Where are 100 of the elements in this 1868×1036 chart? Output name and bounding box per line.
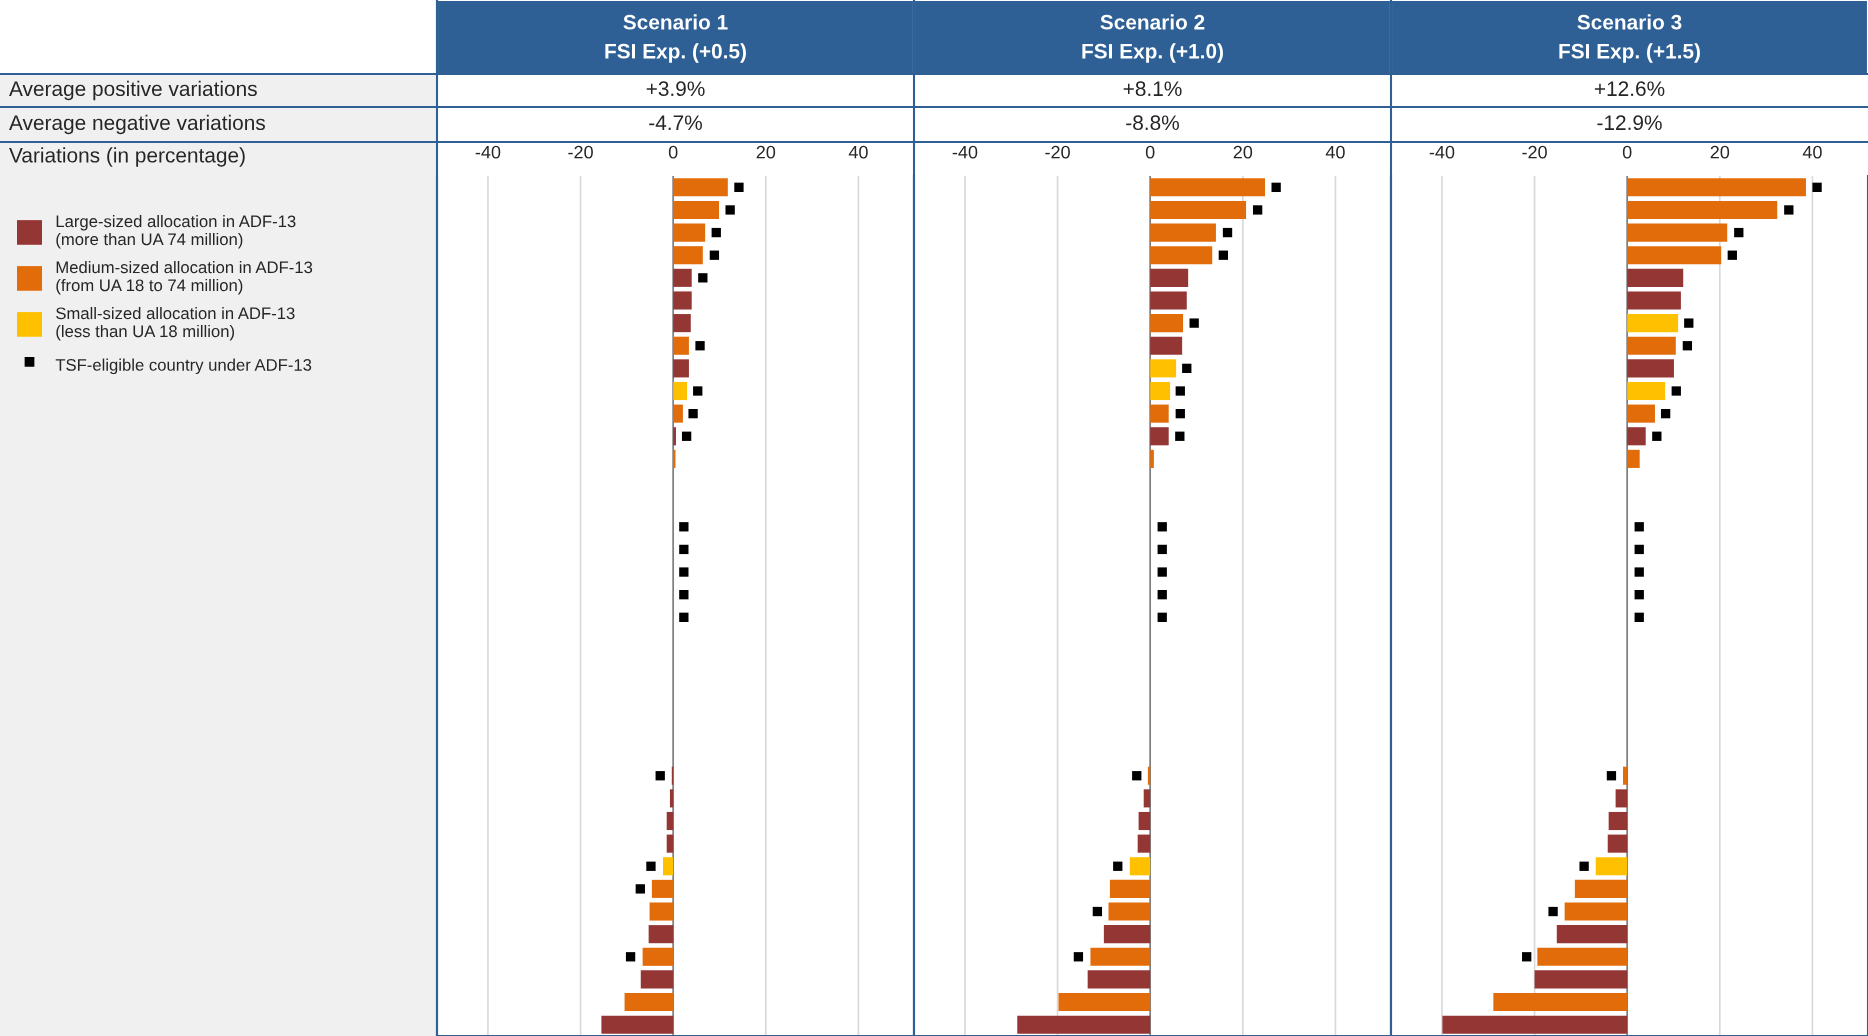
bar <box>1143 789 1151 808</box>
x-tick-label: -40 <box>475 145 501 159</box>
bar <box>669 789 674 808</box>
point <box>688 408 698 419</box>
point <box>1579 861 1589 871</box>
bar <box>673 291 692 310</box>
bar <box>1150 268 1189 287</box>
text: Average negative variations <box>9 114 265 135</box>
bar <box>1627 178 1806 197</box>
point <box>1218 250 1229 260</box>
point <box>1157 590 1167 600</box>
point <box>679 544 689 555</box>
point <box>1271 182 1281 192</box>
point <box>1157 544 1167 555</box>
point <box>1175 408 1185 419</box>
bar <box>1537 947 1628 966</box>
legend-label: TSF-eligible country under ADF-13 <box>55 358 312 375</box>
bar <box>1627 359 1674 378</box>
point <box>1157 567 1167 577</box>
bar <box>1150 381 1171 401</box>
bar <box>1150 223 1216 242</box>
x-tick-label: -40 <box>1429 145 1455 159</box>
point <box>693 386 703 396</box>
point <box>655 771 665 781</box>
point <box>698 273 708 283</box>
point <box>1222 227 1233 238</box>
bar <box>1564 902 1628 921</box>
bar <box>1138 811 1151 831</box>
chart-title: Scenario 2 <box>1100 14 1205 30</box>
x-tick-label: -20 <box>568 145 593 159</box>
point <box>1113 861 1123 871</box>
bar <box>1108 902 1151 921</box>
point <box>1606 771 1617 781</box>
bar <box>651 879 674 898</box>
bar <box>1615 789 1628 808</box>
point <box>1727 250 1737 260</box>
chart-subtitle: FSI Exp. (+1.5) <box>1559 43 1700 63</box>
bar <box>666 811 674 831</box>
x-tick-label: 20 <box>1710 145 1730 159</box>
point <box>1132 771 1142 781</box>
point <box>1548 906 1558 917</box>
x-tick-label: 20 <box>1233 145 1253 159</box>
chart-title: Scenario 1 <box>623 14 728 30</box>
bar <box>1627 268 1684 287</box>
x-tick-label: 0 <box>1145 145 1155 159</box>
bar <box>1017 1015 1151 1034</box>
point <box>1634 522 1644 532</box>
point <box>679 567 689 577</box>
bar <box>673 223 706 242</box>
bar <box>1627 381 1666 401</box>
bar <box>673 178 728 197</box>
bar <box>1109 879 1151 898</box>
bar <box>663 857 674 876</box>
chart-subtitle: FSI Exp. (+1.0) <box>1082 43 1223 63</box>
bar <box>1493 993 1628 1012</box>
bar <box>1137 834 1151 853</box>
point <box>1189 318 1199 328</box>
bar <box>1627 314 1679 333</box>
chart-subtitle: FSI Exp. (+0.5) <box>605 43 746 63</box>
point <box>1784 205 1794 215</box>
legend-label: Medium-sized allocation in ADF-13 (from UA 18 to 74 million) <box>56 260 313 295</box>
point <box>1175 386 1185 396</box>
point <box>1812 182 1822 192</box>
text: -12.9% <box>1597 115 1662 131</box>
x-tick-label: -20 <box>1045 145 1070 159</box>
point <box>679 612 689 622</box>
point <box>1157 522 1167 532</box>
text: Variations (in percentage) <box>9 147 245 167</box>
bar <box>1150 449 1154 468</box>
bar <box>1627 223 1728 242</box>
bar <box>1627 246 1722 265</box>
chart-title: Scenario 3 <box>1577 14 1682 30</box>
point <box>625 952 636 962</box>
x-tick-label: 0 <box>1622 145 1632 159</box>
text: +3.9% <box>646 81 705 97</box>
bar <box>673 246 703 265</box>
bar <box>601 1015 674 1034</box>
bar <box>673 336 689 355</box>
bar <box>642 947 674 966</box>
bar <box>1623 766 1628 785</box>
point <box>1634 590 1644 600</box>
x-tick-label: 0 <box>668 145 678 159</box>
x-tick-label: 40 <box>1802 145 1822 159</box>
bar <box>1058 993 1151 1012</box>
bar <box>1627 449 1640 468</box>
point <box>1684 318 1694 328</box>
bar <box>1627 427 1646 446</box>
point <box>1734 227 1744 238</box>
legend-label: Large-sized allocation in ADF-13 (more than UA 74 million) <box>56 215 296 249</box>
bar <box>1150 246 1213 265</box>
point <box>1182 363 1192 374</box>
bar <box>1129 857 1151 876</box>
bar <box>1150 336 1183 355</box>
bar <box>1627 404 1655 423</box>
point <box>1252 205 1263 215</box>
point <box>1157 612 1167 622</box>
bar <box>1087 970 1151 989</box>
bar <box>1150 178 1266 197</box>
point <box>1073 952 1084 962</box>
point <box>711 227 721 238</box>
